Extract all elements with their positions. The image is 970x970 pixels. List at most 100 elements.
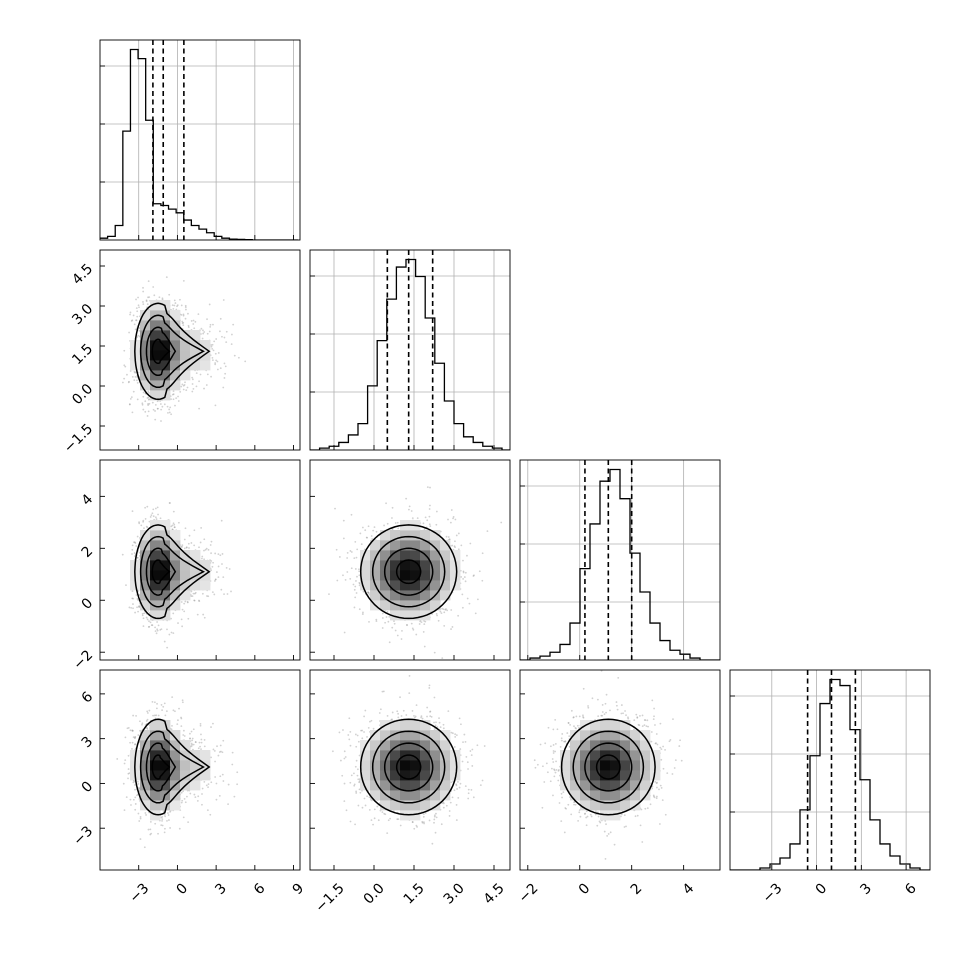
sample-point — [121, 381, 124, 384]
sample-point — [429, 525, 432, 528]
sample-point — [232, 323, 235, 326]
sample-point — [375, 530, 378, 533]
histogram-panel-1 — [99, 39, 301, 241]
sample-point — [338, 556, 341, 558]
sample-point — [354, 541, 357, 543]
density-bin — [170, 540, 181, 551]
histogram-panel-2 — [309, 249, 511, 451]
sample-point — [209, 323, 212, 326]
sample-point — [355, 580, 357, 582]
sample-point — [391, 626, 394, 629]
sample-point — [180, 545, 183, 548]
sample-point — [195, 372, 198, 375]
sample-point — [447, 518, 449, 521]
sample-point — [220, 588, 223, 591]
sample-point — [211, 565, 214, 568]
sample-point — [152, 408, 155, 411]
sample-point — [171, 304, 174, 307]
sample-point — [450, 628, 452, 630]
density-bin — [180, 580, 191, 591]
sample-point — [370, 535, 373, 537]
sample-point — [123, 349, 126, 352]
sample-point — [185, 308, 187, 311]
sample-point — [175, 308, 178, 311]
sample-point — [223, 377, 226, 379]
sample-point — [201, 557, 203, 560]
sample-point — [210, 552, 212, 555]
sample-point — [187, 617, 190, 620]
sample-point — [137, 599, 140, 602]
density-bin — [150, 540, 161, 551]
sample-point — [358, 568, 360, 571]
sample-point — [213, 340, 216, 343]
sample-point — [159, 400, 162, 402]
sample-point — [136, 381, 139, 384]
density-bin — [160, 340, 171, 351]
density-bin — [170, 580, 181, 591]
sample-point — [174, 302, 177, 304]
sample-point — [147, 410, 150, 413]
sample-point — [342, 519, 345, 522]
density-bin — [170, 350, 181, 361]
sample-point — [366, 536, 368, 539]
sample-point — [197, 313, 200, 316]
sample-point — [187, 542, 190, 545]
sample-point — [172, 398, 175, 401]
sample-point — [388, 615, 391, 618]
sample-point — [142, 301, 144, 303]
sample-point — [142, 303, 145, 306]
sample-point — [154, 507, 157, 510]
sample-point — [361, 526, 364, 529]
sample-point — [222, 576, 225, 579]
sample-point — [131, 597, 134, 600]
sample-point — [157, 624, 160, 627]
sample-point — [148, 620, 150, 623]
sample-point — [200, 527, 203, 529]
sample-point — [358, 574, 361, 577]
sample-point — [180, 618, 183, 621]
sample-point — [433, 651, 436, 654]
sample-point — [192, 323, 195, 325]
sample-point — [183, 602, 186, 605]
sample-point — [210, 540, 213, 543]
sample-point — [161, 297, 164, 300]
sample-point — [203, 331, 206, 333]
sample-point — [159, 403, 162, 405]
sample-point — [131, 544, 134, 547]
sample-point — [134, 371, 137, 374]
sample-point — [186, 600, 189, 603]
sample-point — [166, 405, 169, 408]
sample-point — [148, 625, 151, 628]
sample-point — [148, 402, 151, 405]
sample-point — [214, 552, 217, 555]
sample-point — [138, 326, 141, 329]
sample-point — [193, 592, 196, 595]
sample-point — [194, 591, 197, 594]
sample-point — [230, 590, 232, 593]
sample-point — [397, 527, 400, 530]
sample-point — [224, 372, 227, 375]
sample-point — [346, 571, 349, 573]
density-bin — [160, 310, 171, 321]
density-bin — [190, 550, 201, 561]
density-bin — [140, 320, 151, 331]
sample-point — [198, 380, 200, 383]
sample-point — [135, 379, 138, 382]
sample-point — [157, 513, 159, 516]
sample-point — [168, 502, 171, 504]
sample-point — [133, 541, 135, 544]
sample-point — [148, 308, 150, 311]
sample-point — [171, 524, 174, 527]
contour-level-2 — [139, 535, 206, 608]
sample-point — [154, 410, 156, 412]
sample-point — [165, 276, 168, 279]
density-bin — [170, 560, 181, 571]
sample-point — [145, 616, 148, 619]
sample-point — [481, 579, 484, 582]
sample-point — [442, 608, 445, 611]
density-bin — [170, 340, 181, 351]
sample-point — [200, 333, 202, 335]
contour-level-4 — [151, 338, 171, 365]
sample-point — [142, 625, 145, 628]
density-bin — [170, 320, 181, 331]
